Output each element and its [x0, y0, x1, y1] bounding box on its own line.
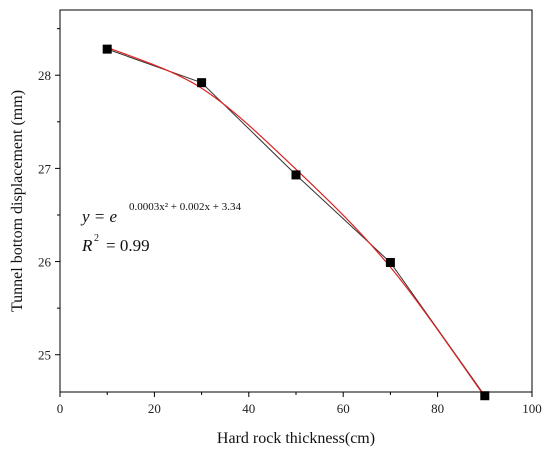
x-tick-label: 100 [522, 401, 542, 416]
x-tick-label: 60 [337, 401, 350, 416]
fit-curve [106, 46, 486, 398]
x-tick-label: 40 [242, 401, 255, 416]
series-layer [102, 44, 490, 401]
equation-lhs: y = e [80, 207, 118, 226]
data-point [291, 170, 301, 180]
r2-value: = 0.99 [106, 236, 150, 255]
measured-line [107, 48, 486, 397]
data-point [102, 44, 112, 54]
y-tick-label: 25 [38, 348, 51, 363]
x-axis-label: Hard rock thickness(cm) [217, 430, 375, 447]
x-axis: 0 20 40 60 80 100 [57, 392, 542, 416]
x-tick-label: 80 [431, 401, 444, 416]
x-tick-label: 0 [57, 401, 64, 416]
y-tick-label: 26 [38, 255, 52, 270]
y-tick-label: 28 [38, 68, 51, 83]
data-point [197, 78, 207, 88]
y-axis-label: Tunnel bottom displacement (mm) [9, 90, 26, 312]
data-point [480, 391, 490, 401]
y-axis: 25 26 27 28 [38, 28, 60, 363]
r2-label: R [81, 236, 93, 255]
data-point [385, 257, 395, 267]
x-tick-label: 20 [148, 401, 161, 416]
r2-superscript: 2 [94, 233, 99, 244]
equation-exponent: 0.0003x² + 0.002x + 3.34 [129, 201, 241, 213]
y-tick-label: 27 [38, 161, 52, 176]
